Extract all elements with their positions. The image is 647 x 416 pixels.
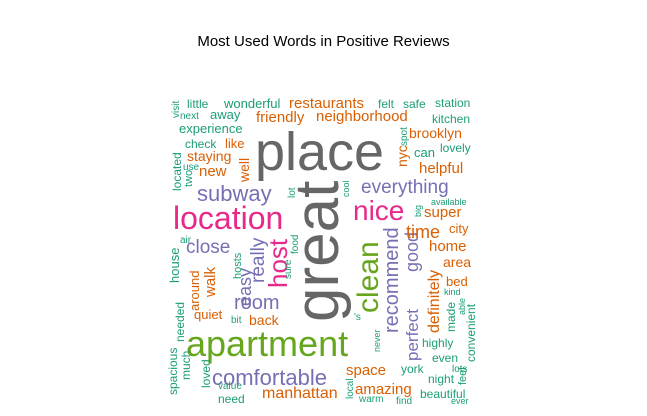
word-walk: walk [202, 266, 219, 298]
word-helpful: helpful [419, 160, 463, 177]
word-apartment: apartment [186, 323, 348, 364]
word-manhattan: manhattan [262, 385, 338, 402]
word-needed: needed [173, 302, 187, 342]
word-never: never [372, 329, 382, 352]
word-nyc: nyc [394, 145, 410, 167]
word-little: little [187, 97, 209, 111]
word-subway: subway [197, 181, 272, 206]
word-two: two [183, 170, 195, 187]
word-located: located [170, 152, 184, 191]
word-staying: staying [187, 148, 231, 164]
word-space: space [346, 362, 386, 379]
word-bed: bed [446, 274, 468, 289]
word-next: next [180, 111, 199, 122]
word-night: night [428, 372, 455, 386]
word-new: new [199, 163, 227, 180]
word-cool: cool [341, 180, 351, 197]
word-easy: easy [235, 268, 255, 306]
word-much: much [179, 351, 193, 380]
word-back: back [249, 312, 280, 328]
word-clean: clean [352, 241, 385, 313]
word-recommend: recommend [381, 227, 403, 333]
word-felt: felt [378, 97, 395, 111]
word-area: area [443, 254, 471, 270]
word-hosts: hosts [232, 252, 244, 279]
word-lovely: lovely [440, 141, 471, 155]
word-quiet: quiet [194, 307, 223, 322]
word-good: good [402, 232, 422, 272]
word-air: air [180, 235, 192, 246]
word-everything: everything [361, 177, 449, 198]
word-available: available [431, 197, 467, 207]
word-local: local [345, 378, 356, 399]
word-york: york [401, 362, 425, 376]
word-use: use [183, 162, 200, 173]
word-big: big [413, 205, 423, 217]
word-place: place [255, 122, 384, 182]
word-comfortable: comfortable [212, 365, 327, 390]
word-loved: loved [199, 359, 213, 388]
word-lot: lot [287, 187, 298, 198]
word-brooklyn: brooklyn [409, 125, 462, 141]
word-s: 's [354, 312, 361, 323]
word-room: room [234, 292, 280, 314]
word-kitchen: kitchen [432, 112, 470, 126]
word-lots: lots [452, 364, 468, 375]
word-house: house [167, 248, 182, 283]
word-made: made [444, 302, 458, 332]
word-convenient: convenient [464, 303, 478, 362]
word-super: super [424, 204, 462, 221]
word-close: close [186, 237, 230, 258]
word-away: away [210, 107, 241, 122]
word-time: time [406, 222, 440, 242]
word-safe: safe [403, 97, 426, 111]
word-wonderful: wonderful [223, 96, 280, 111]
word-ever: ever [451, 396, 469, 406]
word-great: great [283, 181, 352, 322]
word-neighborhood: neighborhood [316, 108, 408, 125]
word-around: around [187, 271, 202, 311]
word-experience: experience [179, 121, 243, 136]
word-station: station [435, 96, 470, 110]
word-highly: highly [422, 336, 453, 350]
word-food: food [290, 235, 301, 254]
word-find: find [396, 396, 412, 407]
word-perfect: perfect [403, 309, 422, 361]
word-spacious: spacious [166, 348, 180, 395]
word-bit: bit [231, 315, 242, 326]
word-can: can [414, 145, 435, 160]
word-value: value [218, 381, 242, 392]
word-sure: sure [283, 259, 294, 279]
word-feel: feel [457, 367, 469, 385]
word-amazing: amazing [355, 381, 412, 398]
word-check: check [185, 137, 217, 151]
word-need: need [218, 392, 245, 406]
word-kind: kind [444, 287, 461, 297]
word-well: well [236, 158, 252, 183]
word-nice: nice [353, 195, 404, 226]
word-host: host [263, 238, 293, 288]
chart-title: Most Used Words in Positive Reviews [197, 33, 450, 50]
word-location: location [173, 200, 283, 236]
word-visit: visit [171, 101, 182, 118]
word-able: able [457, 298, 467, 315]
word-really: really [248, 237, 269, 283]
word-restaurants: restaurants [289, 95, 364, 112]
word-city: city [449, 221, 469, 236]
word-even: even [432, 351, 458, 365]
word-beautiful: beautiful [420, 387, 465, 401]
word-like: like [225, 136, 245, 151]
word-warm: warm [358, 394, 383, 405]
word-spot: spot [399, 127, 410, 146]
word-definitely: definitely [426, 270, 443, 333]
word-friendly: friendly [256, 109, 305, 126]
word-home: home [429, 238, 467, 255]
